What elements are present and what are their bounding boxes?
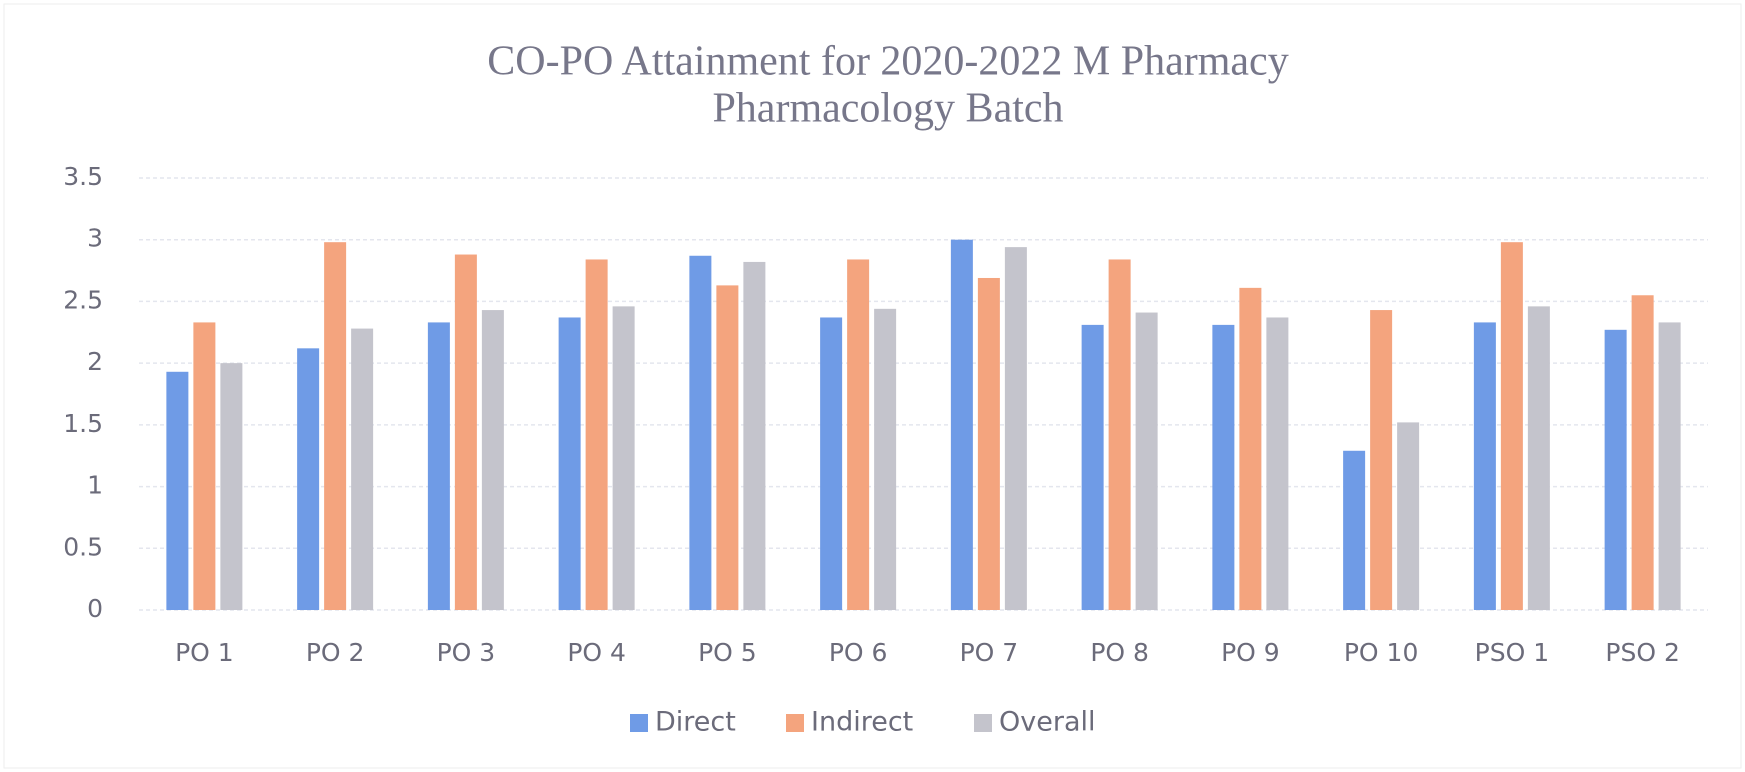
x-tick-label: PSO 1	[1475, 638, 1549, 667]
bar	[612, 306, 635, 610]
bar	[1604, 329, 1627, 610]
y-tick-label: 0	[87, 594, 103, 623]
x-tick-label: PO 1	[175, 638, 234, 667]
x-tick-label: PO 7	[960, 638, 1019, 667]
x-tick-label: PO 10	[1344, 638, 1419, 667]
chart-title: CO-PO Attainment for 2020-2022 M Pharmac…	[487, 39, 1288, 85]
x-tick-label: PO 6	[829, 638, 888, 667]
bar	[220, 363, 243, 610]
bar	[1500, 242, 1523, 610]
bar	[454, 254, 477, 611]
y-tick-label: 0.5	[63, 532, 103, 561]
legend-label: Direct	[655, 707, 736, 738]
bar	[297, 348, 320, 610]
bar	[1239, 287, 1262, 610]
x-tick-label: PO 2	[306, 638, 365, 667]
bar	[1527, 306, 1550, 610]
legend-swatch	[974, 714, 992, 732]
bar	[1473, 322, 1496, 610]
x-tick-label: PO 5	[698, 638, 757, 667]
bar	[950, 239, 973, 610]
y-tick-label: 3.5	[63, 162, 103, 191]
y-tick-label: 2.5	[63, 285, 103, 314]
x-tick-label: PO 9	[1221, 638, 1280, 667]
bar	[1658, 322, 1681, 610]
bar	[874, 308, 897, 610]
bar	[1631, 295, 1654, 610]
chart-frame	[3, 3, 1742, 769]
bar	[1108, 259, 1131, 610]
bar	[1081, 324, 1104, 610]
bar	[1370, 310, 1393, 610]
bar	[847, 259, 870, 610]
legend-swatch	[786, 714, 804, 732]
x-tick-label: PSO 2	[1605, 638, 1679, 667]
bar	[1266, 317, 1289, 610]
bar	[689, 255, 712, 610]
y-tick-label: 1	[87, 471, 103, 500]
y-tick-label: 1.5	[63, 409, 103, 438]
y-tick-label: 2	[87, 347, 103, 376]
legend-swatch	[630, 714, 648, 732]
bar	[1212, 324, 1235, 610]
x-tick-label: PO 3	[437, 638, 496, 667]
bar	[427, 322, 450, 610]
x-tick-label: PO 8	[1090, 638, 1149, 667]
bar	[166, 371, 189, 610]
bar	[743, 261, 766, 610]
x-tick-label: PO 4	[567, 638, 626, 667]
bar	[585, 259, 608, 610]
bar	[324, 242, 347, 610]
bar	[1397, 422, 1420, 610]
chart-title: Pharmacology Batch	[712, 86, 1063, 132]
bar	[1343, 450, 1366, 610]
bar	[558, 317, 581, 610]
bar	[977, 277, 1000, 610]
y-tick-label: 3	[87, 224, 103, 253]
bar	[351, 328, 374, 610]
bar	[1135, 312, 1158, 610]
bar	[1004, 247, 1027, 610]
bar	[193, 322, 216, 610]
bar	[481, 310, 504, 610]
bar	[820, 317, 843, 610]
bar	[716, 285, 739, 610]
legend-label: Overall	[999, 707, 1096, 738]
legend-label: Indirect	[811, 707, 913, 738]
